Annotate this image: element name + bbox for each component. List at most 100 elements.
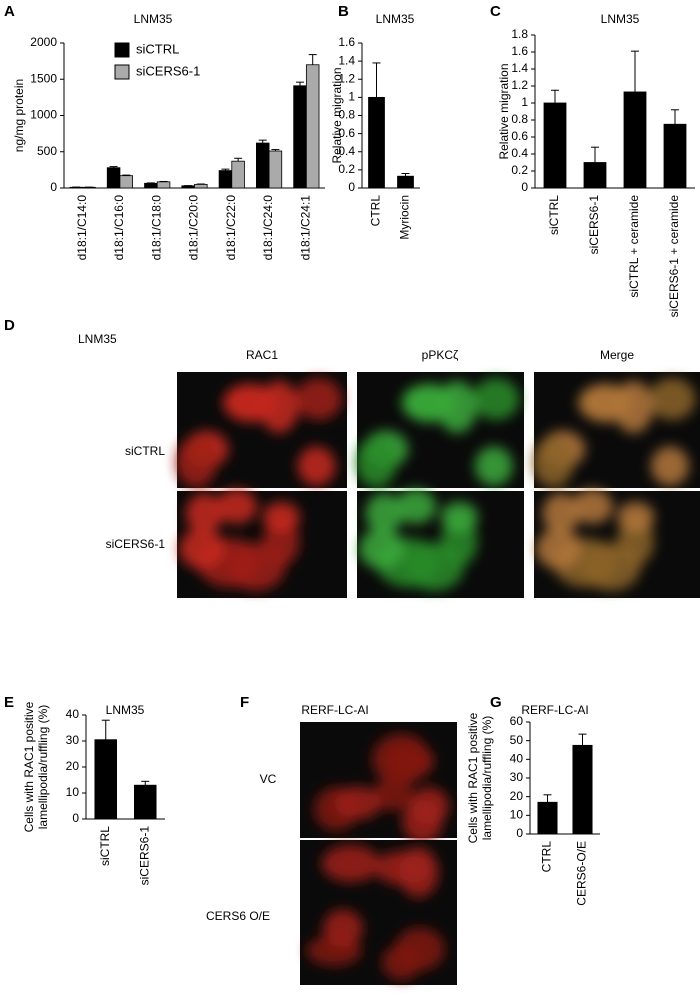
- cell: [532, 437, 574, 488]
- y-axis-label: Cells with RAC1 positive: [466, 712, 480, 843]
- bar: [305, 64, 320, 189]
- bar: [94, 739, 118, 820]
- error-bar: [308, 54, 317, 65]
- cells: [358, 488, 478, 591]
- cell: [395, 488, 437, 524]
- cells: [306, 845, 445, 981]
- cell: [572, 488, 613, 524]
- y-tick-label: 0: [72, 811, 79, 825]
- x-tick-label: siCTRL: [98, 826, 112, 866]
- bar: [218, 170, 233, 189]
- chart-title: LNM35: [134, 12, 173, 26]
- cells: [314, 733, 450, 844]
- error-bar: [296, 81, 305, 86]
- x-tick-label: d18:1/C22:0: [224, 195, 238, 261]
- panel-letter: B: [338, 3, 349, 20]
- y-axis-label: ng/mg protein: [12, 79, 26, 152]
- chart-title: LNM35: [601, 12, 640, 26]
- bar: [397, 175, 414, 189]
- y-tick-label: 0.2: [511, 163, 528, 177]
- cell: [178, 528, 225, 570]
- x-tick-label: Myriocin: [398, 195, 412, 240]
- cell: [295, 377, 342, 420]
- y-axis-label: Cells with RAC1 positive: [22, 701, 36, 832]
- cell: [365, 493, 403, 535]
- y-tick-label: 50: [510, 733, 524, 747]
- cell: [409, 787, 450, 825]
- y-tick-label: 10: [510, 808, 524, 822]
- x-tick-label: d18:1/C20:0: [187, 195, 201, 261]
- cell: [650, 446, 689, 486]
- y-tick-label: 1.2: [338, 71, 355, 85]
- bar: [583, 162, 607, 189]
- error-bar: [234, 157, 243, 162]
- y-tick-label: 0: [348, 180, 355, 194]
- cell: [403, 383, 456, 423]
- error-bar: [271, 149, 280, 152]
- x-tick-label: d18:1/C18:0: [149, 195, 163, 261]
- x-tick-label: CERS6-O/E: [575, 841, 589, 906]
- panel-title: RERF-LC-AI: [301, 703, 368, 717]
- panel-letter: E: [4, 694, 14, 711]
- bar: [156, 181, 171, 189]
- y-tick-label: 0: [50, 180, 57, 194]
- error-bar: [101, 719, 110, 740]
- y-tick-label: 0.4: [511, 146, 528, 160]
- x-tick-label: siCERS6-1 + ceramide: [667, 195, 681, 318]
- error-bar: [258, 139, 267, 144]
- cells: [535, 488, 655, 591]
- bar: [181, 185, 195, 189]
- y-tick-label: 1000: [30, 108, 57, 122]
- cells: [178, 488, 300, 591]
- chart-title: LNM35: [376, 12, 415, 26]
- legend-swatch: [114, 42, 130, 58]
- cell: [297, 446, 336, 486]
- error-bar: [141, 780, 150, 786]
- y-tick-label: 0: [516, 826, 523, 840]
- bar: [255, 142, 270, 189]
- row-label: siCERS6-1: [106, 537, 166, 551]
- error-bar: [591, 146, 599, 163]
- x-tick-label: siCERS6-1: [587, 195, 601, 255]
- bar: [268, 150, 283, 189]
- y-tick-label: 500: [37, 144, 57, 158]
- error-bar: [631, 50, 639, 92]
- error-bar: [543, 794, 552, 803]
- y-tick-label: 0.6: [338, 126, 355, 140]
- panel-letter: G: [490, 694, 502, 711]
- legend-swatch: [114, 64, 130, 80]
- bar: [293, 85, 307, 189]
- bar: [144, 182, 158, 189]
- cell: [374, 850, 432, 886]
- row-label: VC: [260, 772, 277, 786]
- cell: [216, 488, 258, 524]
- bar: [572, 744, 593, 835]
- x-tick-label: CTRL: [369, 195, 383, 227]
- cell: [472, 377, 520, 420]
- y-tick-label: 1.4: [511, 61, 528, 75]
- row-label: CERS6 O/E: [206, 909, 270, 923]
- column-label: RAC1: [246, 348, 278, 362]
- y-tick-label: 1: [348, 90, 355, 104]
- x-tick-label: d18:1/C16:0: [112, 195, 126, 261]
- x-tick-label: siCERS6-1: [137, 826, 151, 886]
- y-tick-label: 0.6: [511, 129, 528, 143]
- y-tick-label: 30: [510, 770, 524, 784]
- y-axis-label: Relative migration: [330, 67, 344, 163]
- y-tick-label: 10: [66, 785, 80, 799]
- panel-letter: F: [240, 694, 249, 711]
- cell: [535, 528, 582, 570]
- panel-letter: C: [490, 3, 501, 20]
- column-label: pPKCζ: [422, 348, 459, 362]
- cell: [185, 493, 224, 535]
- error-bar: [221, 168, 230, 171]
- error-bar: [401, 173, 410, 177]
- cell: [617, 501, 655, 532]
- x-tick-label: d18:1/C14:0: [75, 195, 89, 261]
- cells: [355, 377, 520, 488]
- legend-label: siCTRL: [136, 41, 179, 56]
- y-tick-label: 20: [66, 759, 80, 773]
- bar: [368, 96, 385, 189]
- cell: [372, 733, 431, 786]
